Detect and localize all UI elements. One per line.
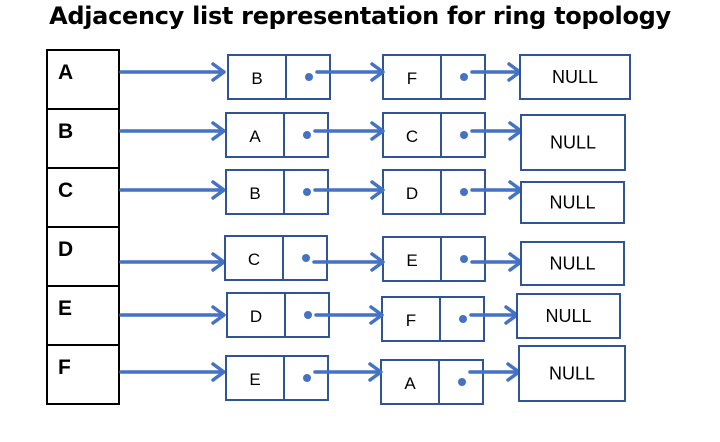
null-label: NULL	[545, 306, 591, 326]
vertex-cell-b: B	[46, 108, 120, 169]
adjacency-row-f: E A NULL	[119, 345, 626, 405]
node-label: B	[249, 184, 260, 203]
vertex-cell-e: E	[46, 285, 120, 346]
next-pointer-arrow	[313, 362, 383, 382]
node-label: E	[406, 251, 417, 270]
vertex-label: A	[58, 61, 73, 84]
head-pointer-arrow	[119, 305, 226, 325]
pointer-dot	[460, 73, 468, 81]
list-node: A	[380, 359, 484, 405]
head-pointer-arrow	[119, 362, 226, 382]
head-pointer-arrow	[119, 62, 226, 82]
vertex-label: E	[58, 297, 72, 320]
pointer-dot	[458, 378, 466, 386]
null-terminator: NULL	[520, 114, 626, 171]
pointer-dot	[305, 73, 313, 81]
node-pointer-cell	[283, 112, 329, 158]
list-node: D	[226, 292, 330, 338]
vertex-label: B	[58, 120, 73, 143]
vertex-label: C	[58, 179, 73, 202]
pointer-dot	[304, 311, 312, 319]
list-node: E	[382, 236, 486, 282]
head-pointer-arrow	[119, 121, 226, 141]
node-label: C	[248, 250, 260, 269]
pointer-dot	[460, 255, 468, 263]
node-label: F	[407, 69, 417, 88]
head-pointer-arrow	[119, 252, 226, 272]
adjacency-row-a: B F NULL	[119, 54, 631, 100]
vertex-cell-d: D	[46, 226, 120, 287]
node-data-cell	[225, 169, 285, 215]
null-terminator: NULL	[516, 293, 621, 339]
null-label: NULL	[549, 193, 595, 213]
next-pointer-arrow	[312, 252, 385, 272]
vertex-array: A B C D E F	[46, 49, 120, 405]
list-node: F	[381, 296, 485, 342]
next-pointer-arrow	[314, 305, 384, 325]
adjacency-row-d: C E NULL	[119, 235, 625, 286]
adjacency-row-b: A C NULL	[119, 112, 626, 171]
vertex-label: F	[58, 356, 71, 379]
node-label: D	[406, 184, 418, 203]
node-label: B	[251, 69, 262, 88]
pointer-dot	[460, 188, 468, 196]
list-node: F	[382, 54, 486, 100]
node-data-cell	[381, 296, 441, 342]
pointer-dot	[303, 188, 311, 196]
adjacency-row-c: B D NULL	[119, 169, 625, 224]
vertex-cell-f: F	[46, 344, 120, 405]
list-node: B	[225, 169, 329, 215]
head-pointer-arrow	[119, 180, 226, 200]
null-label: NULL	[550, 133, 596, 153]
null-label: NULL	[549, 254, 595, 274]
node-label: F	[406, 311, 416, 330]
next-pointer-arrow	[313, 180, 385, 200]
list-node: D	[382, 169, 486, 215]
next-pointer-arrow	[313, 121, 385, 141]
null-terminator: NULL	[518, 345, 626, 402]
list-node: A	[225, 112, 329, 158]
null-label: NULL	[549, 364, 595, 384]
pointer-dot	[303, 374, 311, 382]
pointer-dot	[460, 131, 468, 139]
node-data-cell	[226, 292, 286, 338]
node-label: D	[250, 307, 262, 326]
node-label: E	[249, 370, 260, 389]
node-label: A	[404, 374, 416, 393]
pointer-dot	[302, 254, 310, 262]
list-node: E	[225, 355, 329, 401]
pointer-dot	[303, 131, 311, 139]
vertex-cell-a: A	[46, 49, 120, 110]
pointer-dot	[459, 315, 467, 323]
null-label: NULL	[552, 67, 598, 87]
null-terminator: NULL	[520, 241, 625, 286]
vertex-label: D	[58, 238, 73, 261]
next-pointer-arrow	[315, 62, 385, 82]
adjacency-lists: B F NULL A C NULL B D NULL C E NULL D F NULL E A NULL	[119, 54, 631, 405]
node-data-cell	[382, 236, 442, 282]
list-node: C	[382, 112, 486, 158]
node-label: A	[249, 127, 261, 146]
node-label: C	[406, 127, 418, 146]
adjacency-row-e: D F NULL	[119, 292, 621, 342]
vertex-cell-c: C	[46, 167, 120, 228]
diagram-title: Adjacency list representation for ring t…	[49, 2, 671, 30]
list-node: B	[227, 54, 331, 100]
null-terminator: NULL	[520, 181, 625, 224]
null-terminator: NULL	[519, 54, 631, 100]
list-node: C	[224, 235, 328, 281]
